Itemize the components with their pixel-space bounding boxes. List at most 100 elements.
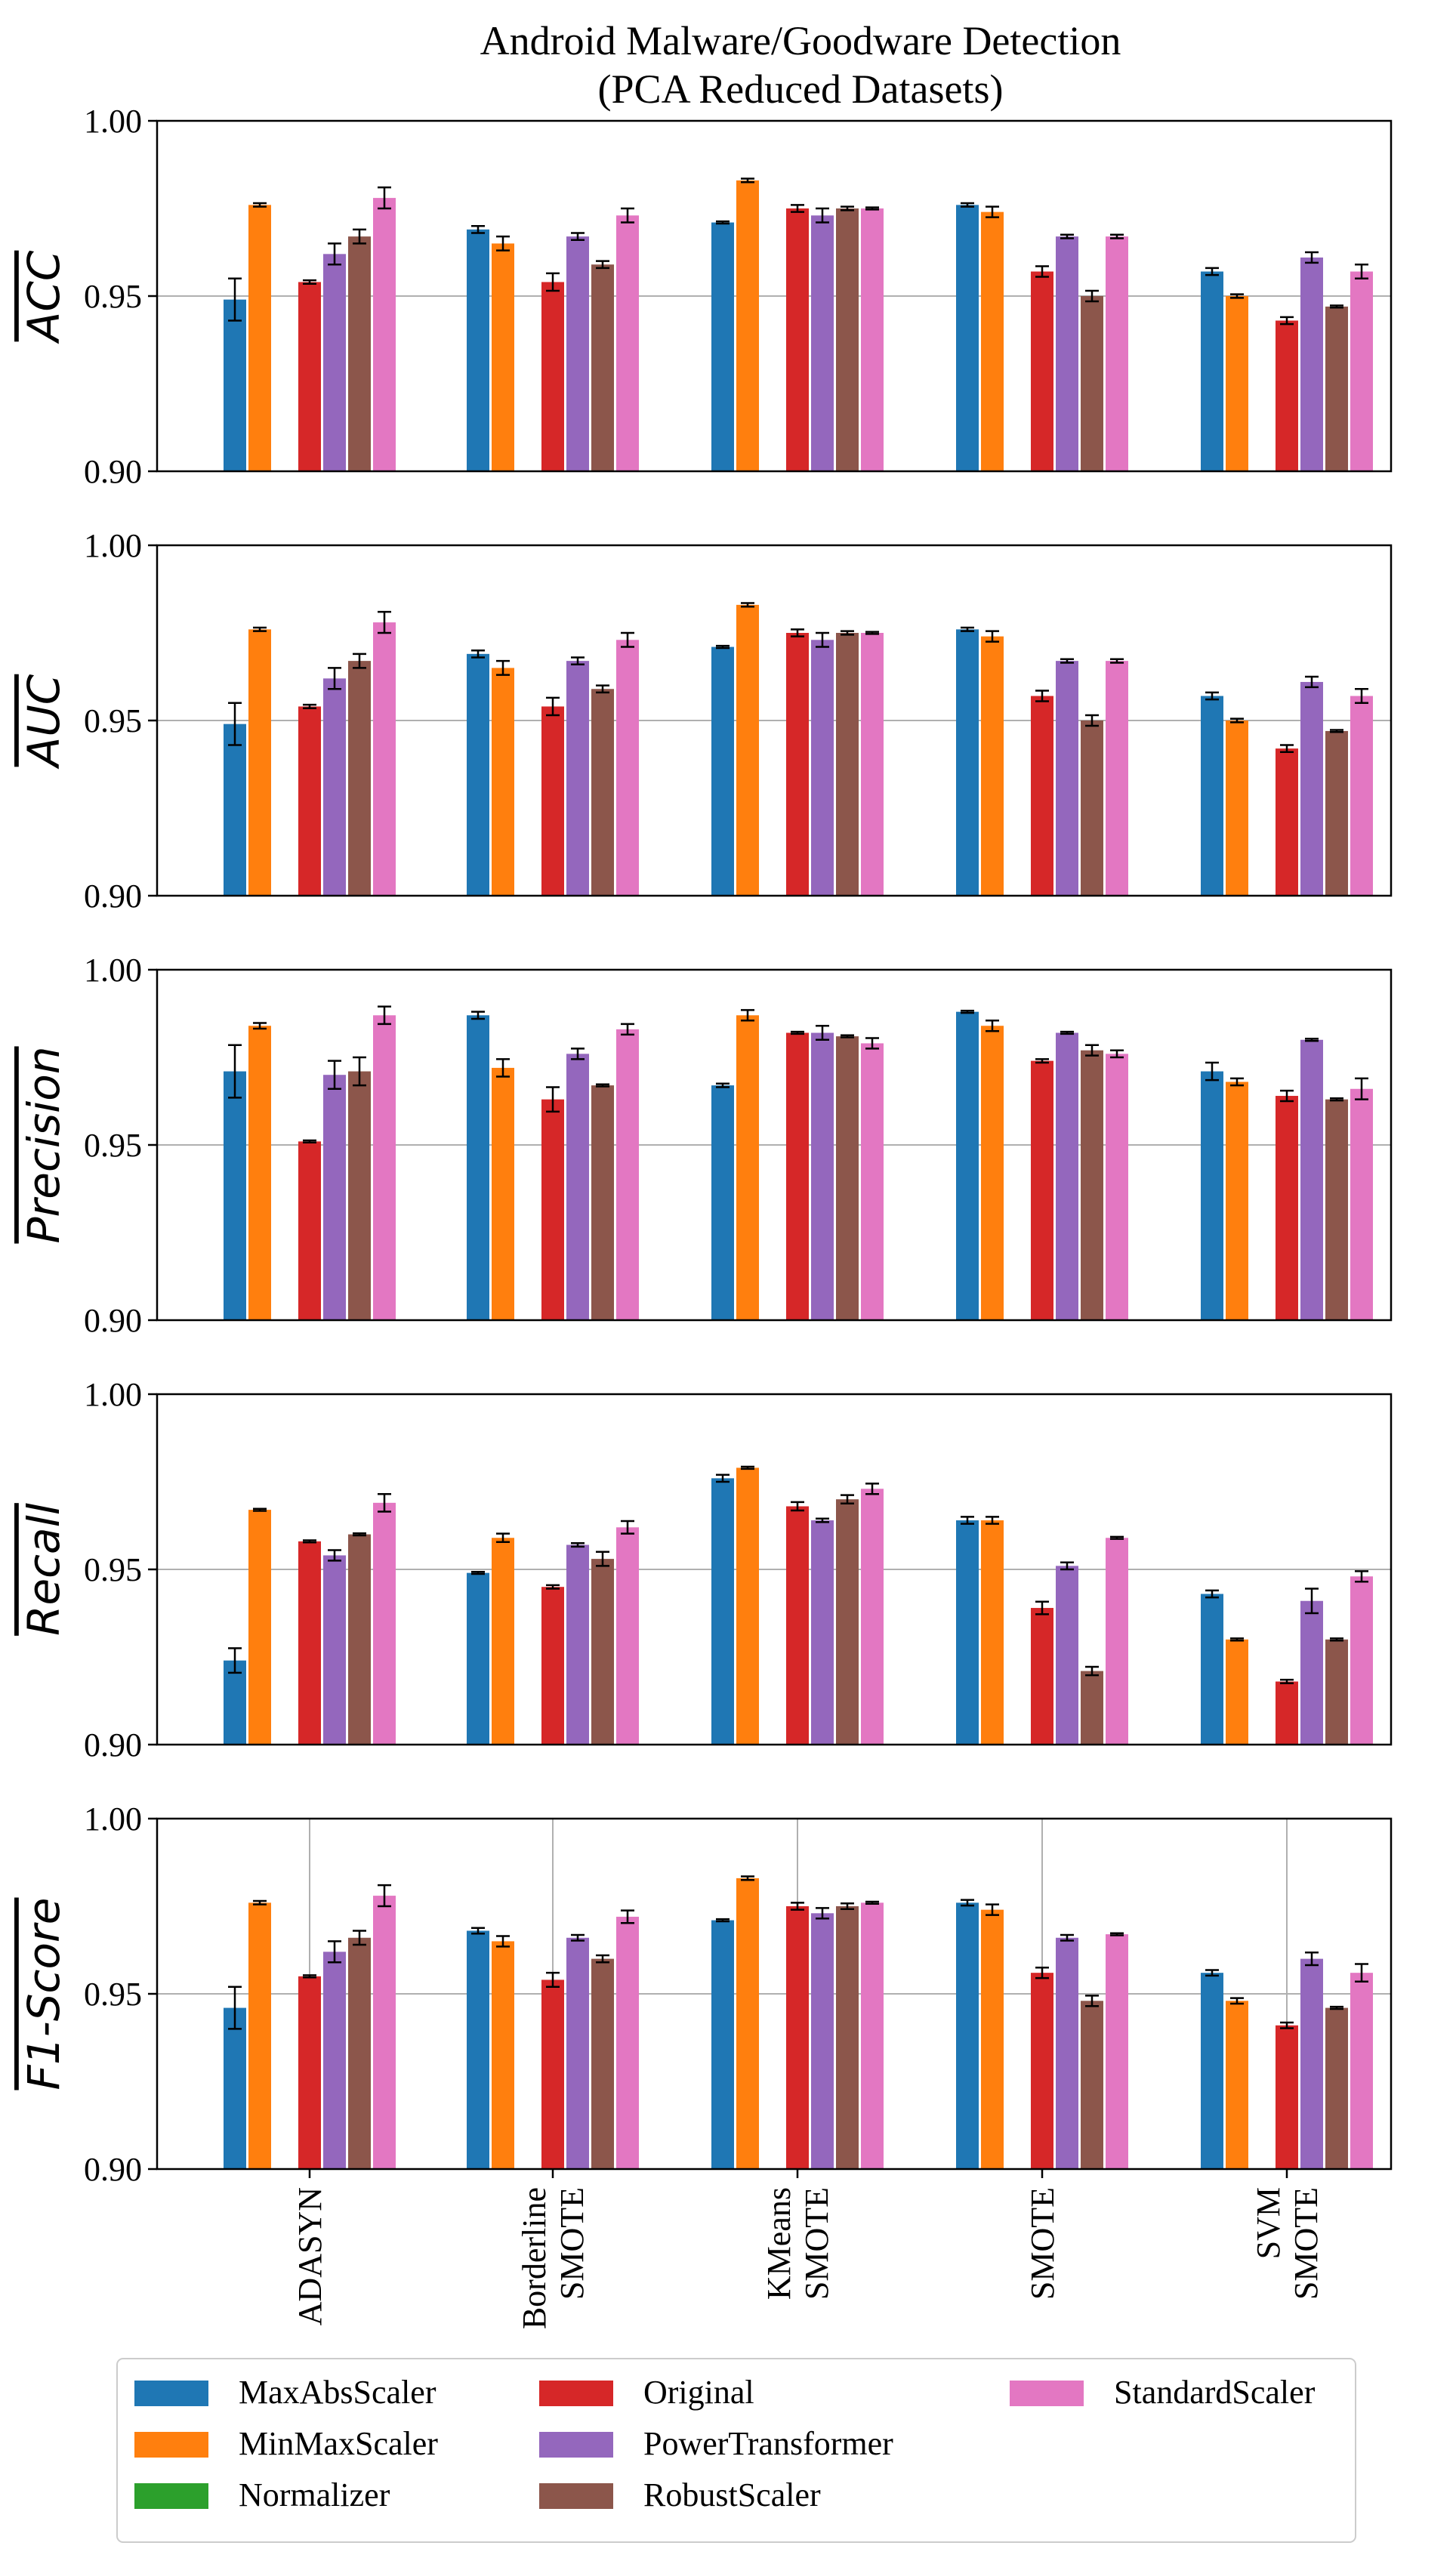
error-bar <box>1205 1589 1219 1599</box>
error-bar <box>841 1494 854 1505</box>
bar-Original-1 <box>298 706 321 896</box>
legend-item-MaxAbsScaler: MaxAbsScaler <box>134 2374 436 2411</box>
x-tick-label: SMOTE <box>1024 2169 1061 2300</box>
bar-MinMaxScaler-2 <box>492 668 514 896</box>
bar-RobustScaler-5 <box>1325 306 1348 471</box>
error-bar <box>1060 658 1074 664</box>
bar-PowerTransformer-2 <box>566 1937 589 2169</box>
x-tick-label-line: SMOTE <box>1024 2187 1061 2300</box>
legend-label: MaxAbsScaler <box>239 2374 436 2411</box>
bar-MinMaxScaler-4 <box>981 211 1004 471</box>
legend-item-RobustScaler: RobustScaler <box>539 2476 821 2513</box>
bar-MaxAbsScaler-1 <box>224 724 246 896</box>
bar-StandardScaler-1 <box>373 622 396 896</box>
bar-RobustScaler-5 <box>1325 1099 1348 1320</box>
error-bar <box>1330 1097 1343 1102</box>
error-bar <box>253 1899 267 1905</box>
y-axis-label: Precision <box>18 1046 69 1243</box>
bar-MinMaxScaler-2 <box>492 1941 514 2169</box>
bar-RobustScaler-3 <box>836 1036 859 1320</box>
error-bar <box>571 656 585 666</box>
y-tick-label: 0.90 <box>84 1726 142 1763</box>
bar-MaxAbsScaler-3 <box>711 1920 734 2169</box>
bar-StandardScaler-2 <box>616 1527 639 1745</box>
error-bar <box>1085 714 1099 727</box>
error-bar <box>1330 1637 1343 1642</box>
bar-MaxAbsScaler-4 <box>956 1520 979 1745</box>
error-bar <box>621 1520 634 1535</box>
bar-StandardScaler-5 <box>1350 696 1373 896</box>
bar-PowerTransformer-5 <box>1300 257 1323 471</box>
y-axis-label: F1-Score <box>18 1898 69 2091</box>
error-bar <box>841 1902 854 1910</box>
error-bar <box>1330 2005 1343 2010</box>
bar-PowerTransformer-3 <box>811 1913 834 2169</box>
error-bar <box>961 626 974 632</box>
bar-MaxAbsScaler-3 <box>711 222 734 471</box>
bar-MaxAbsScaler-1 <box>224 2007 246 2169</box>
bar-RobustScaler-1 <box>348 1937 371 2169</box>
error-bar <box>253 1022 267 1030</box>
error-bar <box>1280 316 1294 326</box>
bar-Original-2 <box>541 1979 564 2169</box>
y-tick-label: 0.95 <box>84 278 142 315</box>
error-bar <box>741 1875 754 1881</box>
bar-StandardScaler-3 <box>861 1043 884 1320</box>
error-bar <box>378 186 391 210</box>
legend-item-PowerTransformer: PowerTransformer <box>539 2425 893 2462</box>
bar-Original-3 <box>786 633 809 896</box>
bar-PowerTransformer-5 <box>1300 681 1323 896</box>
error-bar <box>1110 1932 1124 1936</box>
error-bar <box>571 232 585 242</box>
error-bar <box>353 1532 366 1537</box>
bar-Original-2 <box>541 706 564 896</box>
bar-StandardScaler-4 <box>1106 661 1128 896</box>
error-bar <box>841 205 854 211</box>
legend-swatch <box>539 2381 613 2406</box>
legend-swatch <box>539 2483 613 2509</box>
bar-MinMaxScaler-5 <box>1226 1639 1248 1745</box>
bar-Original-3 <box>786 208 809 471</box>
error-bar <box>228 1986 242 2030</box>
error-bar <box>741 1465 754 1470</box>
bar-Original-4 <box>1031 1608 1053 1745</box>
error-bar <box>546 1971 560 1988</box>
error-bar <box>496 659 510 676</box>
bar-RobustScaler-4 <box>1081 1671 1103 1745</box>
error-bar <box>1330 304 1343 309</box>
y-tick-label: 0.90 <box>84 878 142 915</box>
x-tick-label-line: ADASYN <box>292 2187 329 2325</box>
y-tick-label: 0.95 <box>84 1127 142 1164</box>
error-bar <box>303 703 316 710</box>
error-bar <box>1355 687 1368 705</box>
bar-MaxAbsScaler-4 <box>956 205 979 471</box>
y-tick-label: 0.90 <box>84 2151 142 2188</box>
error-bar <box>1110 233 1124 239</box>
error-bar <box>596 1551 609 1567</box>
bar-PowerTransformer-1 <box>323 1952 346 2169</box>
x-axis-category-labels: ADASYN Borderline SMOTE KMeans SMOTE SMOTE SVM… <box>292 2169 1325 2329</box>
bar-MaxAbsScaler-5 <box>1201 1973 1223 2169</box>
error-bar <box>865 631 879 635</box>
bar-RobustScaler-1 <box>348 1071 371 1320</box>
y-tick-label: 0.95 <box>84 1976 142 2013</box>
bar-Original-1 <box>298 1976 321 2169</box>
error-bar <box>791 1501 804 1512</box>
bar-PowerTransformer-2 <box>566 1544 589 1745</box>
legend-swatch <box>134 2483 208 2509</box>
error-bar <box>621 207 634 224</box>
x-tick-label: Borderline SMOTE <box>516 2169 591 2329</box>
y-tick-label: 1.00 <box>84 103 142 140</box>
error-bar <box>716 1473 730 1483</box>
error-bar <box>353 1930 366 1946</box>
bar-MinMaxScaler-5 <box>1226 720 1248 896</box>
bar-MinMaxScaler-5 <box>1226 296 1248 471</box>
bar-Original-5 <box>1276 320 1298 471</box>
error-bar <box>741 602 754 608</box>
bar-MinMaxScaler-1 <box>248 1026 271 1320</box>
error-bar <box>1060 233 1074 239</box>
error-bar <box>841 630 854 636</box>
error-bar <box>1305 1951 1319 1967</box>
error-bar <box>546 1086 560 1113</box>
